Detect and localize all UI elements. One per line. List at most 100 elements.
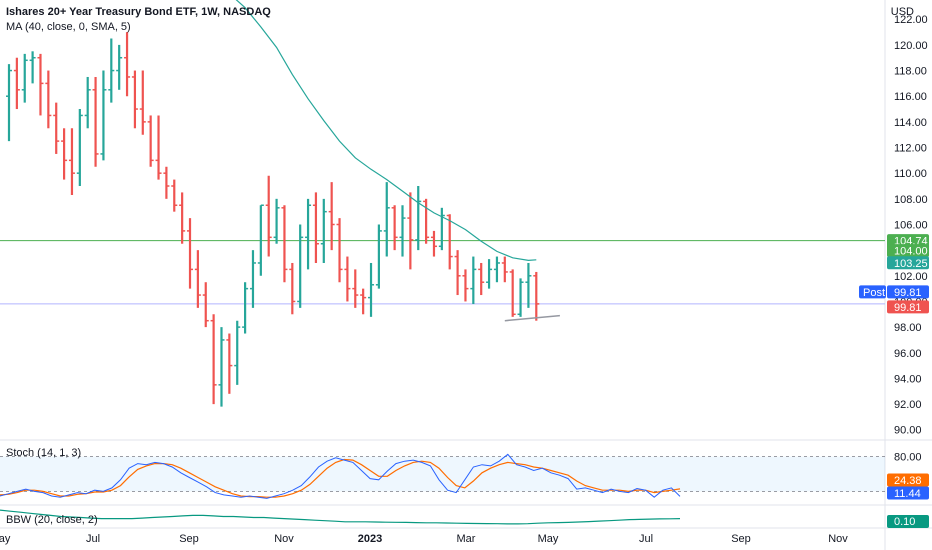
post-tag-box — [859, 285, 886, 299]
ohlc-bar — [430, 230, 437, 257]
price-label: 99.81 — [887, 300, 929, 314]
price-tick-label: 108.00 — [894, 194, 928, 206]
price-tick-label: 92.00 — [894, 399, 922, 411]
ohlc-bar — [281, 205, 288, 283]
ohlc-bar — [234, 320, 241, 385]
ohlc-bar — [305, 198, 312, 270]
ohlc-bar — [76, 109, 83, 187]
stoch-value-label: 24.38 — [887, 473, 929, 487]
ohlc-bar — [423, 198, 430, 244]
price-label-text: 99.81 — [894, 287, 922, 299]
price-label-box — [887, 285, 929, 299]
ohlc-bar — [131, 70, 138, 129]
ohlc-bar — [124, 32, 131, 97]
stoch-label: Stoch (14, 1, 3) — [6, 447, 82, 459]
ohlc-bar — [139, 70, 146, 135]
ohlc-bar — [6, 64, 12, 142]
bbw-line — [0, 509, 681, 525]
trendline — [504, 314, 560, 322]
time-axis-label: May — [538, 533, 559, 545]
ohlc-bar — [533, 271, 540, 321]
ohlc-bar — [517, 278, 524, 317]
stoch-k-line — [0, 453, 681, 499]
ohlc-bar — [368, 262, 375, 317]
ohlc-bar — [265, 175, 272, 257]
stoch-value-label: 11.44 — [887, 486, 929, 500]
ohlc-bar — [486, 259, 493, 289]
ohlc-bar — [399, 205, 406, 257]
ohlc-bar — [100, 70, 107, 161]
time-axis-label: Nov — [828, 533, 848, 545]
ohlc-bar — [210, 314, 217, 405]
price-label-box — [887, 234, 929, 248]
time-axis-label: 2023 — [358, 533, 382, 545]
stoch-value-text: 24.38 — [894, 475, 922, 487]
ohlc-bar — [407, 192, 414, 270]
ohlc-bar — [352, 269, 359, 308]
bbw-value-label: 0.10 — [887, 515, 929, 528]
ohlc-bar — [226, 333, 233, 394]
price-tick-label: 116.00 — [894, 91, 927, 103]
price-tick-label: 94.00 — [894, 373, 922, 385]
stoch-band — [0, 456, 885, 492]
ohlc-bar — [29, 51, 36, 84]
ohlc-bar — [163, 166, 170, 199]
ohlc-bar — [312, 192, 319, 263]
price-tick-label: 102.00 — [894, 271, 928, 283]
stoch-value-box — [887, 473, 929, 487]
ohlc-bar — [84, 76, 91, 129]
ohlc-bar — [344, 256, 351, 302]
ohlc-bar — [525, 262, 532, 308]
ohlc-bar — [37, 53, 44, 116]
ohlc-bar — [13, 57, 20, 110]
price-tick-label: 112.00 — [894, 143, 927, 155]
bbw-value-text: 0.10 — [894, 516, 915, 528]
time-axis-label: Jul — [86, 533, 100, 545]
price-tick-label: 120.00 — [894, 40, 928, 52]
ohlc-bar — [493, 256, 500, 283]
moving-average-line — [235, 0, 537, 262]
ohlc-bar — [116, 44, 123, 90]
ohlc-bar — [179, 192, 186, 244]
price-label-text: 104.00 — [894, 246, 928, 258]
chart-title: Ishares 20+ Year Treasury Bond ETF, 1W, … — [6, 6, 271, 18]
price-tick-label: 122.00 — [894, 14, 928, 26]
currency-label: USD — [890, 6, 914, 18]
ohlc-bar — [336, 218, 343, 283]
ohlc-bar — [61, 128, 68, 180]
price-label-box — [887, 300, 929, 314]
ohlc-bar — [462, 269, 469, 302]
ohlc-bar — [478, 262, 485, 296]
stoch-tick-label: 80.00 — [894, 452, 922, 464]
time-axis-label: Nov — [274, 533, 294, 545]
price-label: 103.25 — [887, 256, 929, 270]
price-scale-bg — [885, 0, 932, 550]
ohlc-bar — [242, 282, 249, 334]
ohlc-bar — [194, 250, 201, 308]
ohlc-bar — [68, 128, 75, 195]
ohlc-bar — [383, 182, 390, 257]
bbw-label: BBW (20, close, 2) — [6, 514, 98, 526]
ohlc-bar — [45, 70, 52, 129]
ohlc-bar — [375, 224, 382, 289]
time-axis-label: Mar — [457, 533, 476, 545]
post-tag-text: Post — [863, 287, 885, 299]
ohlc-bar — [21, 53, 28, 103]
ohlc-bar — [509, 269, 516, 317]
ohlc-bar — [454, 250, 461, 296]
price-tick-label: 96.00 — [894, 348, 922, 360]
moving-average-label: MA (40, close, 0, SMA, 5) — [6, 21, 131, 33]
ohlc-bar — [360, 288, 367, 315]
stoch-value-box — [887, 486, 929, 500]
ohlc-bar — [108, 38, 115, 103]
stoch-value-text: 11.44 — [894, 488, 921, 500]
ohlc-bar — [501, 256, 508, 283]
price-label-text: 103.25 — [894, 258, 928, 270]
price-tick-label: 98.00 — [894, 322, 922, 334]
ohlc-bar — [320, 198, 327, 263]
ohlc-bar — [470, 256, 477, 305]
price-label-text: 99.81 — [894, 302, 922, 314]
ohlc-bar — [257, 204, 264, 276]
time-axis-label: May — [0, 533, 11, 545]
